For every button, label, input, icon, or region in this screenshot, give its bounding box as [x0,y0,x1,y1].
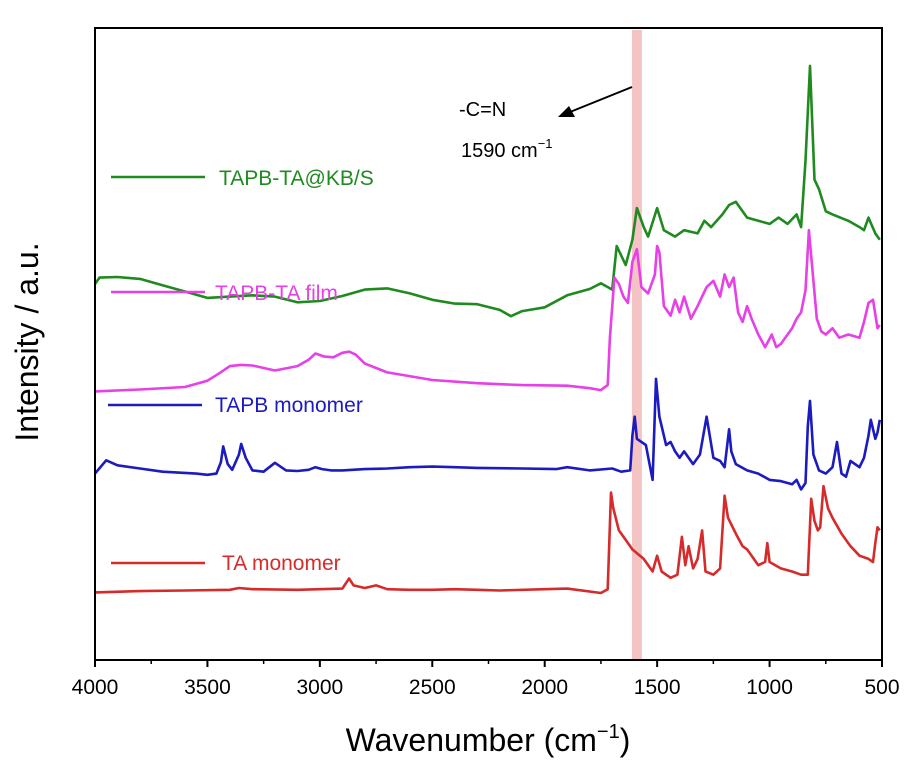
series-line-tapb-ta-film [94,228,881,393]
x-tick-label-2500: 2500 [409,676,456,699]
legend-label-tapb-monomer: TAPB monomer [215,394,363,417]
x-tick-label-1000: 1000 [746,676,793,699]
series-line-ta-monomer [94,484,881,595]
series-layer [93,64,882,595]
x-tick-label-500: 500 [864,676,899,699]
series-line-tapb-monomer [94,377,882,491]
tick-layer: 4000 3500 3000 2500 2000 1500 1000 500 [72,660,900,699]
legend-label-tapb-ta-kb-s: TAPB-TA@KB/S [219,167,374,190]
annotation-wavenumber-label: 1590 cm−1 [461,136,553,162]
legend-label-ta-monomer: TA monomer [222,552,341,575]
x-tick-label-3500: 3500 [184,676,231,699]
x-tick-label-2000: 2000 [521,676,568,699]
annotation-bond-label: -C=N [459,99,506,121]
annotation-arrowhead [558,106,575,117]
x-axis-title: Wavenumber (cm−1) [346,721,631,758]
y-axis-title: Intensity / a.u. [9,242,45,441]
x-tick-label-1500: 1500 [634,676,681,699]
series-line-tapb-ta-kb-s [93,64,881,318]
legend-label-tapb-ta-film: TAPB-TA film [215,282,338,305]
annotation-arrow [569,86,633,113]
highlight-band-1590 [631,30,642,659]
x-tick-label-3000: 3000 [296,676,343,699]
x-tick-label-4000: 4000 [72,676,119,699]
